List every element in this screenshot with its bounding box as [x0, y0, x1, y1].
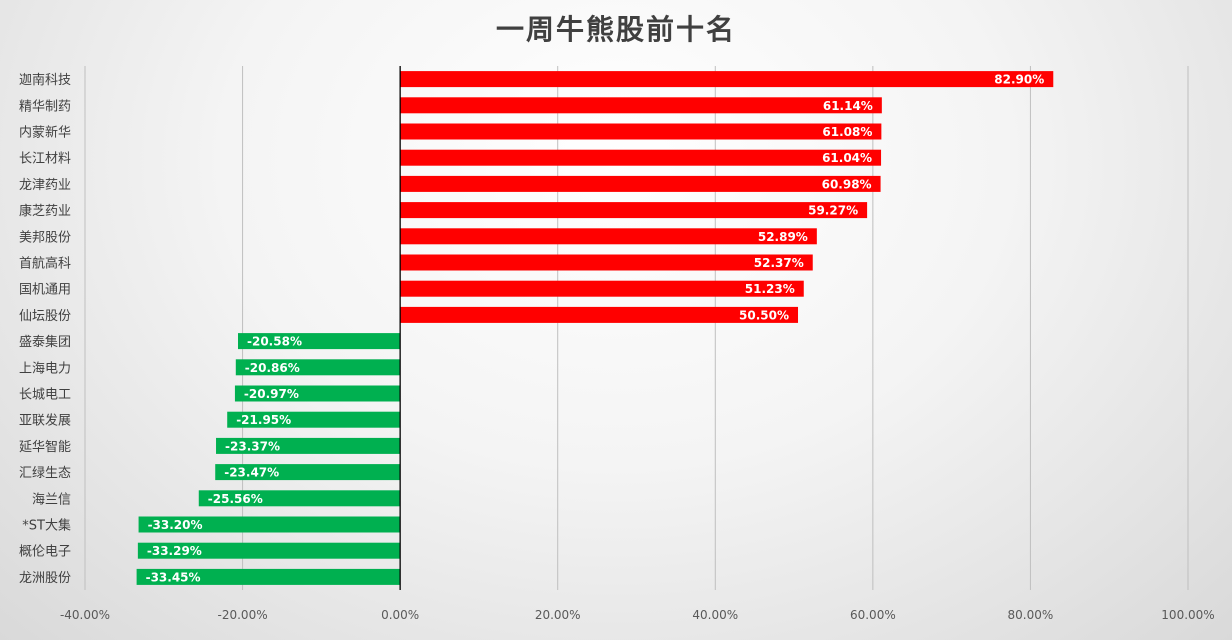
data-label: -21.95% — [236, 413, 291, 427]
data-label: 52.89% — [758, 230, 808, 244]
category-label: *ST大集 — [22, 518, 71, 534]
category-label: 首航高科 — [19, 256, 71, 272]
chart-title: 一周牛熊股前十名 — [495, 13, 736, 46]
category-label: 盛泰集团 — [19, 334, 71, 350]
x-tick-label: 0.00% — [381, 608, 419, 622]
category-label: 内蒙新华 — [19, 125, 71, 141]
data-label: -33.29% — [147, 544, 202, 558]
bar — [136, 568, 401, 585]
bar — [227, 411, 401, 428]
category-label: 长江材料 — [19, 152, 71, 167]
category-label: 长城电工 — [19, 388, 71, 403]
data-label: 60.98% — [822, 177, 872, 191]
category-label: 延华智能 — [19, 440, 71, 455]
data-label: -23.37% — [225, 439, 280, 453]
x-tick-label: -20.00% — [218, 608, 268, 622]
bar — [400, 280, 804, 297]
category-label: 上海电力 — [19, 361, 71, 376]
category-label: 美邦股份 — [19, 230, 71, 245]
category-label: 迦南科技 — [19, 72, 71, 88]
data-label: -25.56% — [208, 492, 263, 506]
category-label: 精华制药 — [19, 99, 71, 114]
category-label: 概伦电子 — [19, 545, 71, 560]
bar — [400, 97, 882, 114]
bar — [234, 385, 401, 402]
data-label: 61.14% — [823, 99, 873, 113]
category-label: 仙坛股份 — [19, 309, 71, 324]
data-label: 52.37% — [754, 256, 804, 270]
data-label: -33.20% — [148, 518, 203, 532]
data-label: 82.90% — [994, 73, 1044, 87]
category-label: 汇绿生态 — [19, 466, 71, 481]
bar — [400, 254, 813, 271]
data-label: 51.23% — [745, 282, 795, 296]
bar — [216, 437, 401, 454]
data-label: -20.58% — [247, 335, 302, 349]
x-tick-label: -40.00% — [60, 608, 110, 622]
category-label: 海兰信 — [32, 492, 71, 507]
bar — [400, 306, 799, 323]
bar — [400, 175, 881, 192]
data-label: -20.97% — [244, 387, 299, 401]
bar — [138, 516, 401, 533]
data-label: 50.50% — [739, 308, 789, 322]
bar — [215, 464, 401, 481]
bar — [400, 149, 882, 166]
bar — [235, 359, 401, 376]
x-tick-label: 80.00% — [1008, 608, 1054, 622]
data-label: 59.27% — [808, 204, 858, 218]
category-label: 亚联发展 — [19, 413, 71, 429]
bar — [198, 490, 401, 507]
x-tick-label: 60.00% — [850, 608, 896, 622]
data-label: 61.08% — [822, 125, 872, 139]
category-label: 龙洲股份 — [19, 571, 71, 586]
category-label: 康芝药业 — [19, 203, 71, 219]
bar — [400, 202, 868, 219]
category-label: 国机通用 — [19, 283, 71, 298]
bar — [238, 333, 401, 350]
data-label: -33.45% — [146, 570, 201, 584]
x-tick-label: 20.00% — [535, 608, 581, 622]
bar — [137, 542, 401, 559]
data-label: 61.04% — [822, 151, 872, 165]
x-tick-label: 100.00% — [1161, 608, 1214, 622]
data-label: -20.86% — [245, 361, 300, 375]
bar — [400, 71, 1054, 88]
data-label: -23.47% — [224, 466, 279, 480]
bar — [400, 228, 817, 245]
bar — [400, 123, 882, 140]
category-label: 龙津药业 — [19, 178, 71, 193]
x-tick-label: 40.00% — [692, 608, 738, 622]
